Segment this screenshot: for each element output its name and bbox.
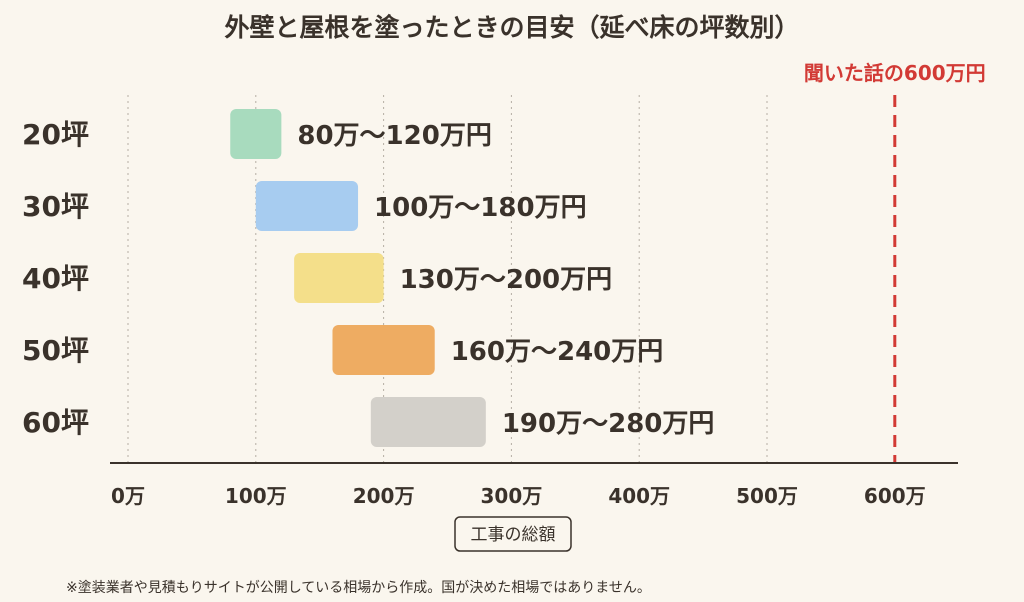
x-axis-label-box [454,516,572,552]
range-label: 100万〜180万円 [374,193,587,223]
category-label: 50坪 [22,334,89,367]
x-tick-label: 100万 [225,484,287,508]
range-bar [230,109,282,159]
range-bar [255,181,359,231]
range-label: 160万〜240万円 [451,337,664,367]
reference-line-label: 聞いた話の600万円 [804,61,986,85]
footnote: ※塗装業者や見積もりサイトが公開している相場から作成。国が決めた相場ではありませ… [66,579,651,596]
range-bar [294,253,384,303]
x-tick-label: 0万 [111,484,145,508]
x-tick-label: 200万 [353,484,415,508]
x-tick-label: 600万 [864,484,926,508]
x-tick-label: 400万 [608,484,670,508]
x-axis-label: 工事の総額 [471,525,556,545]
range-bars: 20坪 80万〜120万円 30坪 100万〜180万円 40坪 130万〜200万円 50… [22,109,714,447]
range-label: 80万〜120万円 [297,121,491,151]
reference-line-group: 聞いた話の600万円 [804,61,986,463]
x-axis-ticks: 0万 100万 200万 300万 400万 500万 600万 [111,484,926,508]
category-label: 60坪 [22,406,89,439]
category-label: 20坪 [22,118,89,151]
range-label: 130万〜200万円 [400,265,613,295]
chart-title: 外壁と屋根を塗ったときの目安（延べ床の坪数別） [224,13,799,42]
category-label: 30坪 [22,190,89,223]
x-tick-label: 300万 [481,484,543,508]
range-label: 190万〜280万円 [502,409,715,439]
range-bar [370,397,486,447]
x-tick-label: 500万 [736,484,798,508]
range-bar [332,325,435,375]
category-label: 40坪 [22,262,89,295]
